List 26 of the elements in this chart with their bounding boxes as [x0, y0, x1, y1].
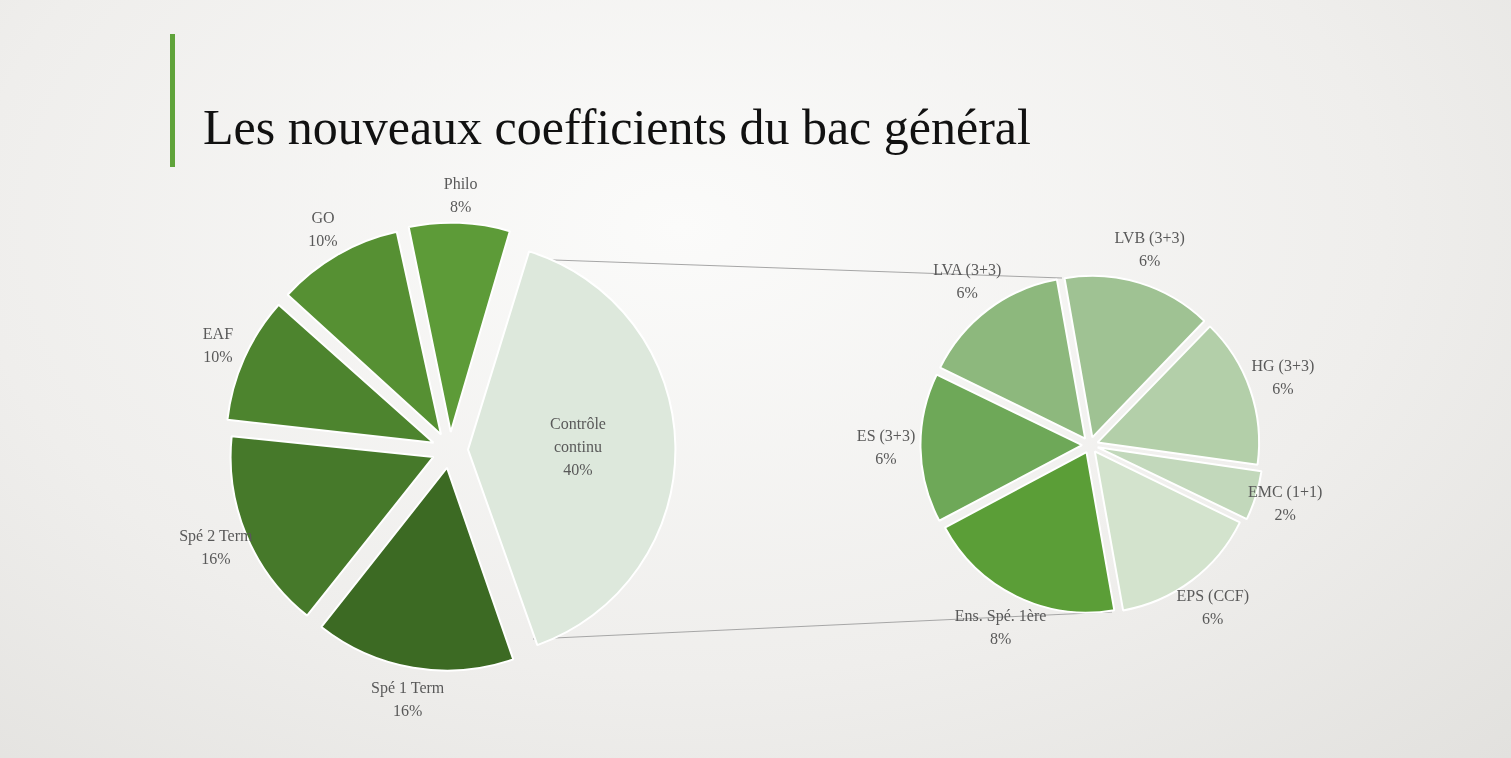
data-label: 6%: [875, 450, 897, 468]
slice-label: LVB (3+3): [1114, 228, 1185, 247]
slice-label: EPS (CCF): [1176, 586, 1249, 605]
data-label: 10%: [203, 348, 233, 366]
slice-label: EAF: [202, 325, 234, 343]
data-label: 16%: [392, 702, 423, 720]
data-label: 6%: [1272, 380, 1294, 398]
slice-label: LVA (3+3): [933, 260, 1002, 279]
slice-label: Philo: [443, 174, 478, 192]
data-label: 2%: [1274, 506, 1296, 524]
slice-label: Contrôle continu: [549, 414, 606, 455]
data-label: 6%: [1138, 251, 1161, 269]
data-label: 6%: [956, 283, 978, 301]
data-label: 8%: [449, 197, 472, 215]
slice-label: HG (3+3): [1251, 357, 1315, 376]
data-label: 6%: [1202, 609, 1224, 627]
data-label: 40%: [563, 460, 593, 478]
data-label: 16%: [201, 550, 231, 568]
data-label: 8%: [989, 630, 1012, 648]
slice-label: EMC (1+1): [1247, 483, 1323, 502]
slice-label: Ens. Spé. 1ère: [954, 607, 1047, 626]
chart-title: Les nouveaux coefficients du bac général: [203, 98, 1031, 156]
slice-label: GO: [311, 208, 335, 226]
data-label: 10%: [308, 231, 338, 249]
slice-label: ES (3+3): [856, 427, 916, 446]
slice-label: Spé 1 Term: [371, 679, 445, 698]
